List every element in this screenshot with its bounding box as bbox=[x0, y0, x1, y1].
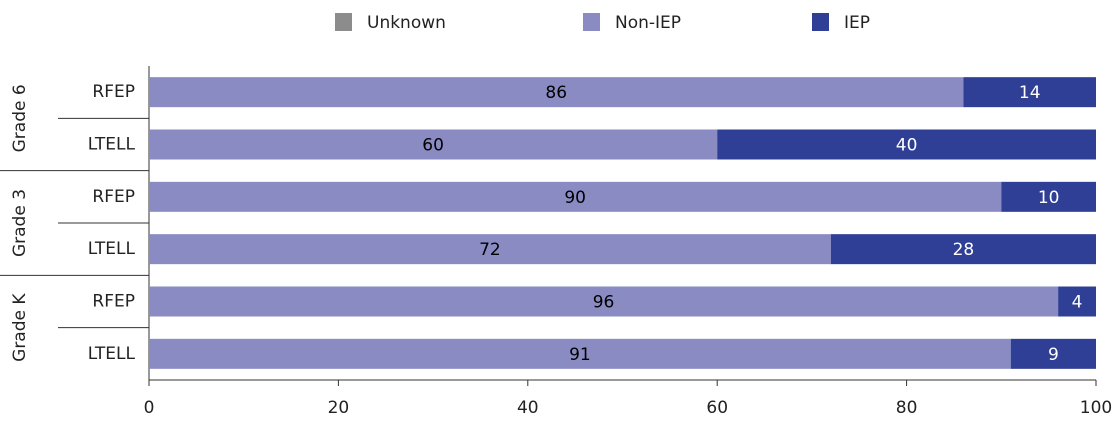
value-label: 96 bbox=[593, 293, 615, 313]
bar-segment bbox=[149, 77, 964, 108]
bar-segment bbox=[149, 338, 1011, 369]
group-label: Grade 6 bbox=[10, 84, 30, 152]
value-label: 86 bbox=[545, 83, 567, 103]
value-label: 9 bbox=[1048, 345, 1059, 365]
y-tick-label: RFEP bbox=[92, 292, 135, 312]
bar-segment bbox=[830, 234, 1096, 265]
value-label: 91 bbox=[569, 345, 591, 365]
y-tick-label: RFEP bbox=[92, 187, 135, 207]
value-label: 4 bbox=[1072, 293, 1083, 313]
value-label: 14 bbox=[1019, 83, 1041, 103]
x-tick-label: 20 bbox=[328, 398, 350, 418]
x-tick-label: 80 bbox=[896, 398, 918, 418]
bar-segment bbox=[149, 234, 831, 265]
legend-label: Non-IEP bbox=[615, 13, 681, 33]
x-tick-label: 0 bbox=[144, 398, 155, 418]
bar-segment bbox=[149, 129, 718, 160]
bar-segment bbox=[149, 181, 1002, 212]
value-label: 60 bbox=[422, 136, 444, 156]
legend-swatch bbox=[583, 13, 600, 31]
legend-swatch bbox=[335, 13, 352, 31]
bar-segment bbox=[149, 286, 1059, 317]
bar-segment bbox=[963, 77, 1096, 108]
bar-segment bbox=[717, 129, 1096, 160]
y-tick-label: LTELL bbox=[88, 344, 136, 364]
x-tick-label: 100 bbox=[1080, 398, 1112, 418]
value-label: 90 bbox=[564, 188, 586, 208]
bar-segment bbox=[1010, 338, 1096, 369]
legend-label: IEP bbox=[844, 13, 870, 33]
x-tick-label: 60 bbox=[706, 398, 728, 418]
legend-label: Unknown bbox=[367, 13, 446, 33]
group-label: Grade 3 bbox=[10, 189, 30, 257]
bar-segment bbox=[1001, 181, 1096, 212]
legend-swatch bbox=[812, 13, 829, 31]
y-tick-label: LTELL bbox=[88, 135, 136, 155]
value-label: 28 bbox=[953, 240, 975, 260]
value-label: 40 bbox=[896, 136, 918, 156]
value-label: 10 bbox=[1038, 188, 1060, 208]
x-tick-label: 40 bbox=[517, 398, 539, 418]
y-tick-label: LTELL bbox=[88, 239, 136, 259]
group-label: Grade K bbox=[10, 293, 30, 362]
value-label: 72 bbox=[479, 240, 501, 260]
y-tick-label: RFEP bbox=[92, 82, 135, 102]
bar-segment bbox=[1058, 286, 1096, 317]
